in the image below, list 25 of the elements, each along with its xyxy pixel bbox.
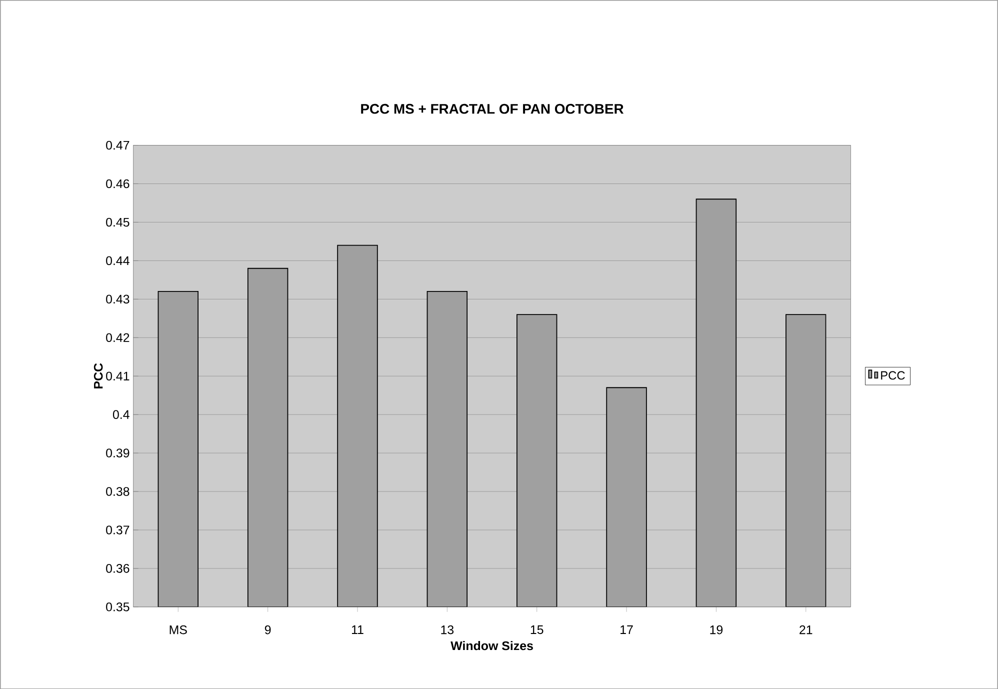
x-tick-label: 9 [264,625,271,634]
x-tick-label: 11 [352,625,364,634]
legend-label: PCC [881,371,905,380]
y-tick-label: 0.4 [112,410,130,419]
x-tick-label: 19 [710,625,723,634]
x-tick-label: 17 [620,625,633,634]
x-tick-label: MS [170,625,187,634]
y-tick-label: 0.37 [106,525,130,534]
y-tick-label: 0.45 [106,218,130,227]
x-tick-label: 13 [441,625,454,634]
y-tick-label: 0.38 [106,486,130,496]
y-axis-title: PCC [94,363,103,388]
x-tick-label: 15 [530,625,544,634]
y-tick-label: 0.41 [106,372,130,380]
y-tick-label: 0.43 [106,294,130,304]
y-tick-label: 0.42 [106,333,130,342]
y-tick-label: 0.44 [106,256,130,265]
chart-title: PCC MS + FRACTAL OF PAN OCTOBER [361,104,624,114]
x-axis-title: Window Sizes [450,640,533,650]
y-tick-label: 0.35 [106,602,130,612]
y-tick-label: 0.36 [106,564,130,573]
x-tick-label: 21 [800,625,812,634]
y-tick-label: 0.46 [106,179,130,188]
y-tick-label: 0.39 [106,448,130,458]
y-tick-label: 0.47 [106,140,130,150]
